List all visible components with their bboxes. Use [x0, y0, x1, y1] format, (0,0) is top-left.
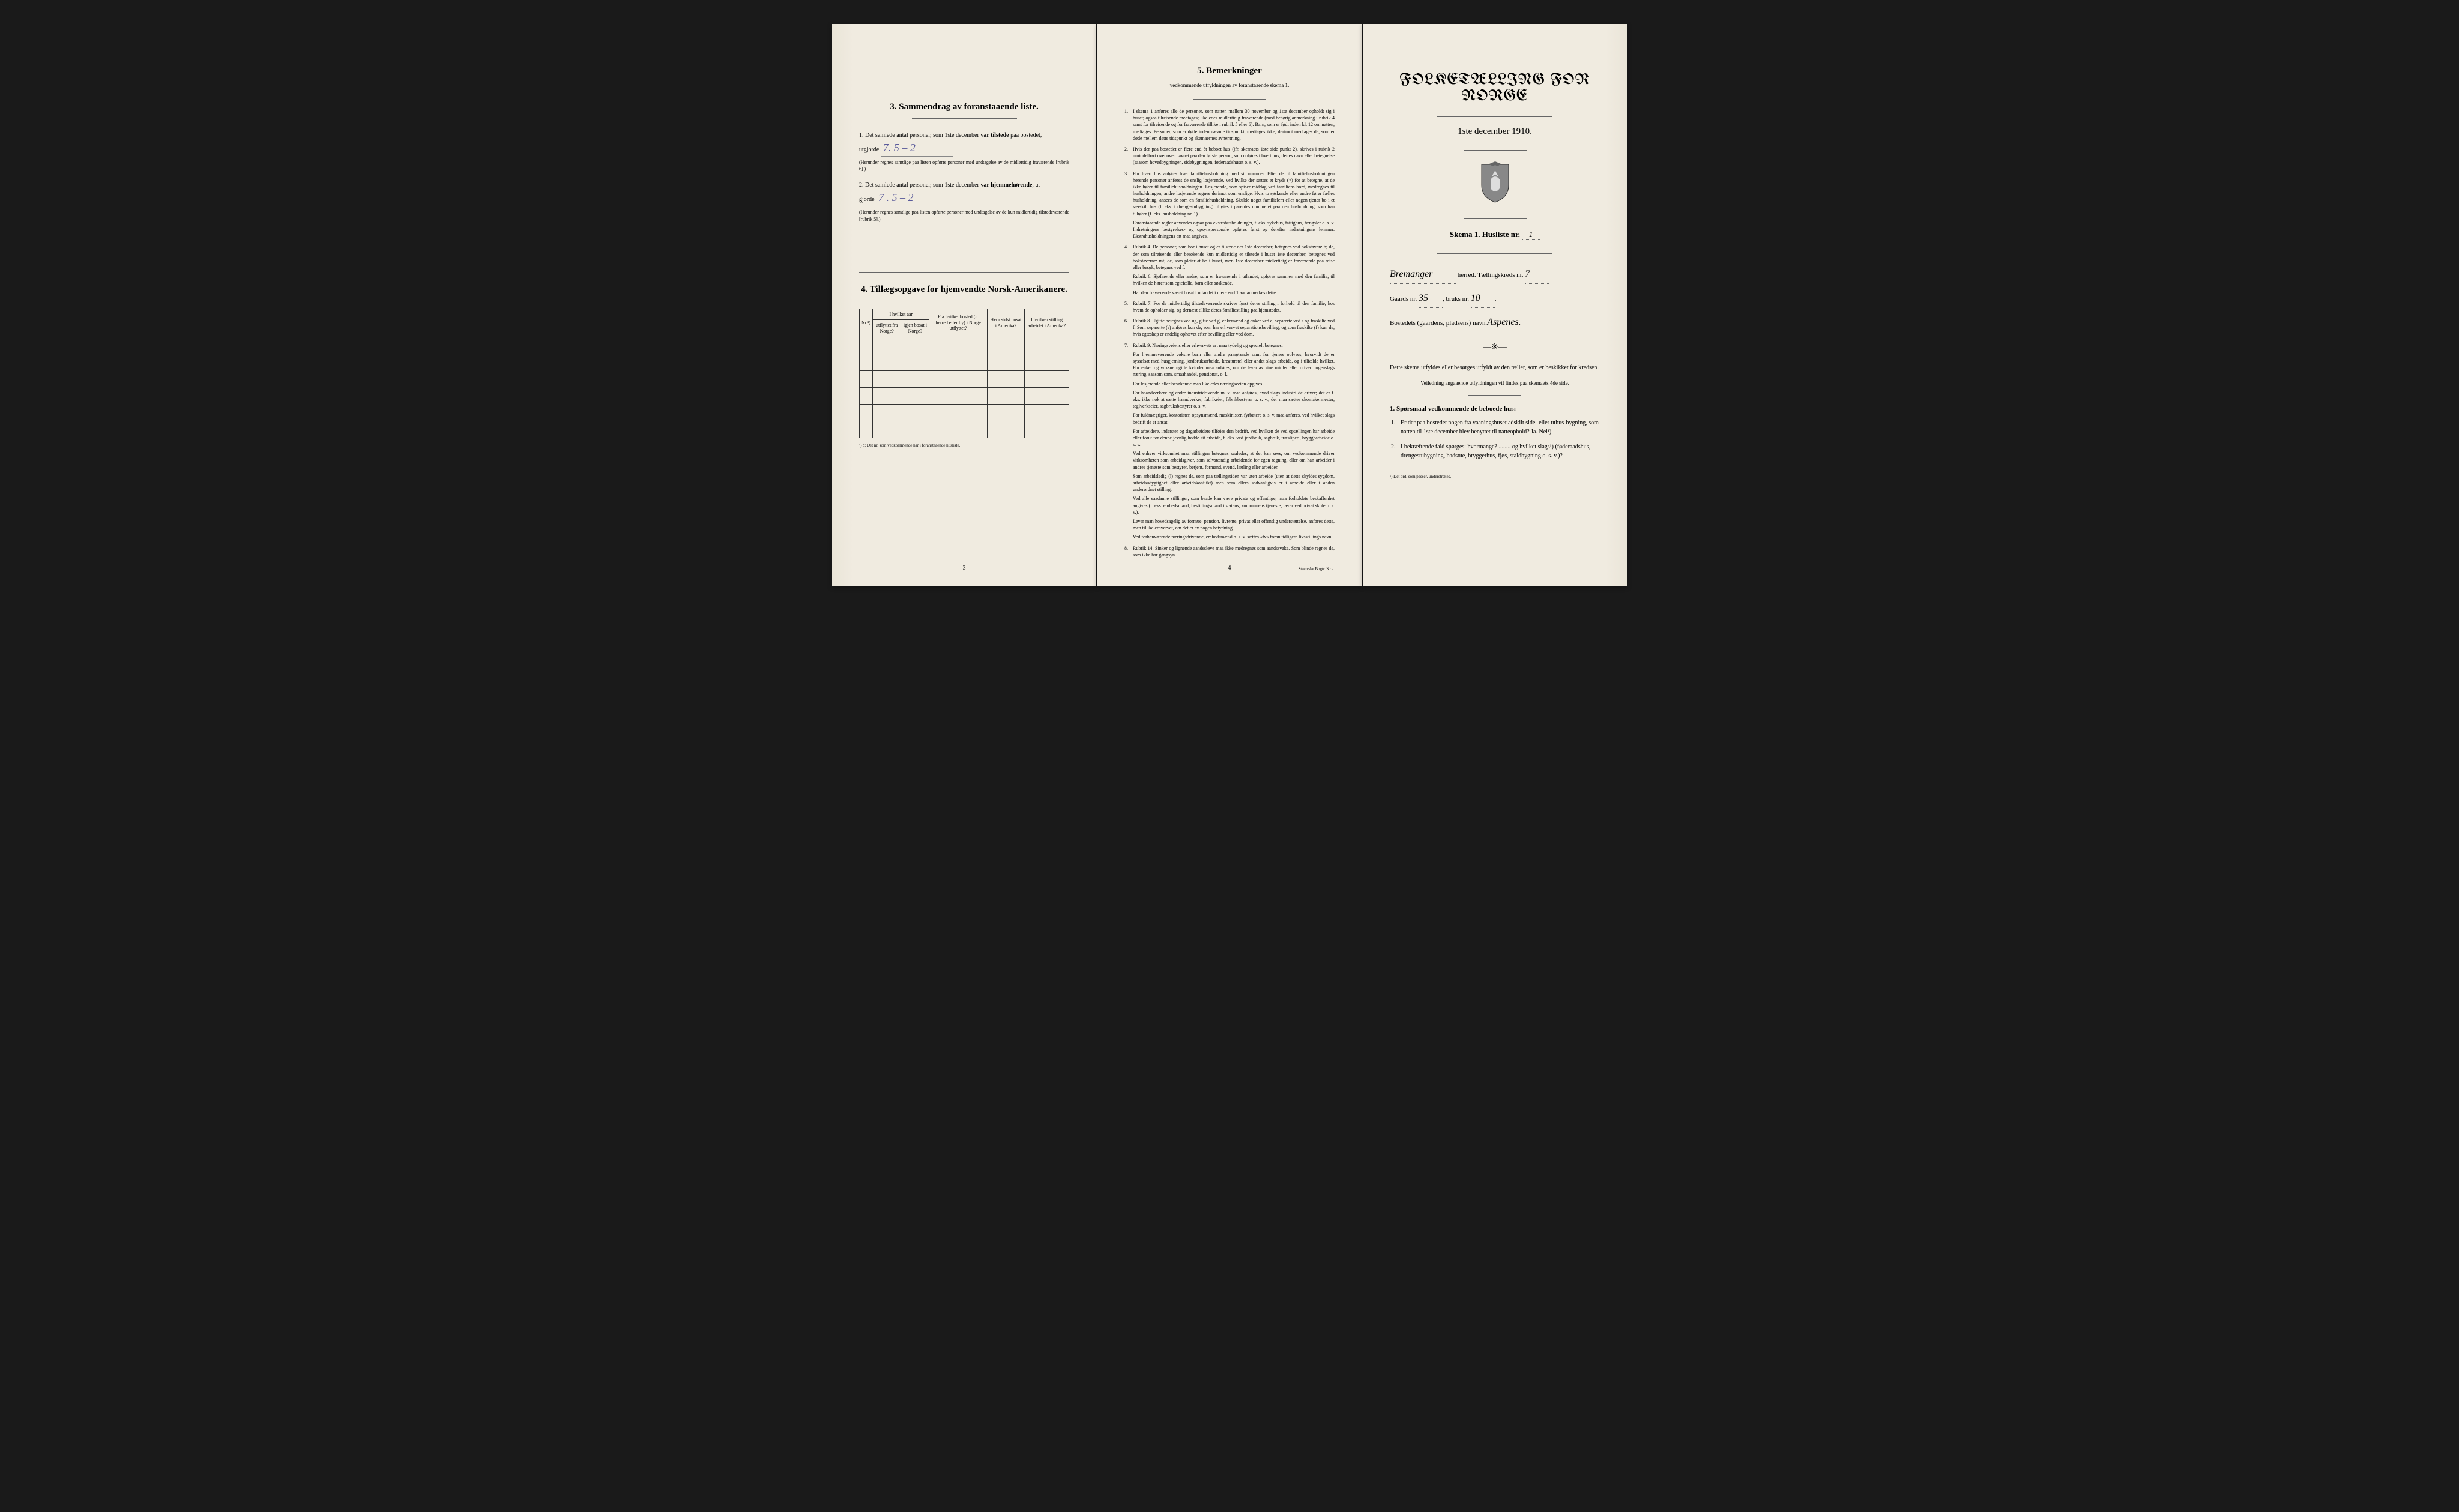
- right-footnote: ¹) Det ord, som passer, understrekes.: [1390, 474, 1600, 479]
- question-heading: 1. Spørsmaal vedkommende de beboede hus:: [1390, 405, 1600, 412]
- section-4-title: 4. Tillægsopgave for hjemvendte Norsk-Am…: [859, 285, 1069, 295]
- section-5-title: 5. Bemerkninger: [1124, 66, 1335, 76]
- table-body: [860, 337, 1069, 438]
- coat-of-arms-icon: [1390, 161, 1600, 206]
- question-1: Er der paa bostedet nogen fra vaaningshu…: [1401, 420, 1599, 435]
- remarks-list: 1.I skema 1 anføres alle de personer, so…: [1124, 108, 1335, 558]
- skema-line: Skema 1. Husliste nr. 1: [1390, 230, 1600, 240]
- item-1: 1. Det samlede antal personer, som 1ste …: [859, 131, 1069, 172]
- main-title: FOLKETÆLLING FOR NORGE: [1390, 72, 1600, 104]
- bosted-line: Bostedets (gaardens, pladsens) navn Aspe…: [1390, 314, 1600, 332]
- item-2: 2. Det samlede antal personer, som 1ste …: [859, 181, 1069, 222]
- question-2: I bekræftende fald spørges: hvormange? .…: [1401, 444, 1590, 459]
- instruction-1: Dette skema utfyldes eller besørges utfy…: [1390, 363, 1600, 372]
- census-date: 1ste december 1910.: [1390, 127, 1600, 137]
- hjemme-value: 7 . 5 – 2: [876, 190, 948, 206]
- question-list: 1.Er der paa bostedet nogen fra vaanings…: [1390, 418, 1600, 460]
- table-footnote: ¹) ɔ: Det nr. som vedkommende har i fora…: [859, 443, 1069, 448]
- herred-line: Bremanger herred. Tællingskreds nr. 7: [1390, 266, 1600, 284]
- page-3: 3. Sammendrag av foranstaaende liste. 1.…: [832, 24, 1096, 586]
- amerikanere-table: Nr.¹) I hvilket aar Fra hvilket bosted (…: [859, 309, 1069, 438]
- printer-note: Steen'ske Bogtr. Kr.a.: [1298, 567, 1335, 571]
- gaards-line: Gaards nr. 35, bruks nr. 10.: [1390, 290, 1600, 308]
- section-3-title: 3. Sammendrag av foranstaaende liste.: [859, 102, 1069, 112]
- page-number-3: 3: [832, 565, 1096, 571]
- instruction-2: Veiledning angaaende utfyldningen vil fi…: [1390, 379, 1600, 388]
- page-4: 5. Bemerkninger vedkommende utfyldningen…: [1097, 24, 1362, 586]
- page-1-cover: FOLKETÆLLING FOR NORGE 1ste december 191…: [1363, 24, 1627, 586]
- document-spread: 3. Sammendrag av foranstaaende liste. 1.…: [832, 24, 1627, 586]
- ornament-icon: ―※―: [1390, 342, 1600, 352]
- tilstede-value: 7. 5 – 2: [881, 140, 953, 157]
